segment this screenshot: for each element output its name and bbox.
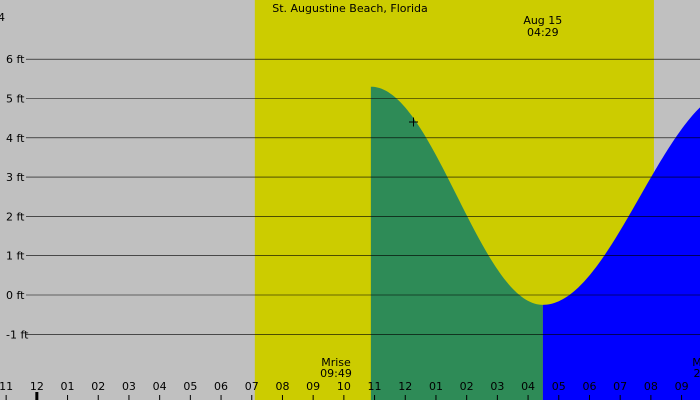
rising-tide-area	[542, 107, 700, 400]
x-tick-label: 09	[675, 380, 689, 393]
x-tick-label: 02	[460, 380, 474, 393]
gridlines	[26, 58, 700, 335]
y-tick-label: 0 ft	[6, 289, 25, 302]
moon-label: Mrise	[321, 356, 351, 369]
x-tick-label: 06	[214, 380, 228, 393]
x-tick-label: 04	[521, 380, 535, 393]
y-tick-label: -1 ft	[6, 328, 29, 341]
moon-label-time: 09:49	[320, 367, 352, 380]
top-label-date: Aug 15	[523, 14, 562, 27]
y-tick-label: 6 ft	[6, 53, 25, 66]
x-tick-label: 12	[398, 380, 412, 393]
x-tick-label: 09	[306, 380, 320, 393]
x-tick-label: 08	[275, 380, 289, 393]
tide-areas	[370, 86, 700, 400]
chart-title: St. Augustine Beach, Florida	[272, 2, 428, 15]
moon-label-time: 2	[694, 367, 700, 380]
x-tick-label: 05	[552, 380, 566, 393]
x-tick-label: 04	[153, 380, 167, 393]
y-tick-label: 1 ft	[6, 250, 25, 263]
top-label-time: 04:29	[527, 26, 559, 39]
x-tick-label: 11	[368, 380, 382, 393]
y-tick-label: 5 ft	[6, 93, 25, 106]
y-tick-label: 3 ft	[6, 171, 25, 184]
x-tick-label: 11	[0, 380, 13, 393]
x-axis-labels: 11 12 01 02 03 04 05 06 07 08 09 10 11 12 01 02 03 04 05 06…	[0, 380, 689, 400]
x-tick-label: 01	[429, 380, 443, 393]
x-tick-label: 03	[490, 380, 504, 393]
y-tick-label: 2 ft	[6, 210, 25, 223]
x-tick-label: 05	[183, 380, 197, 393]
crosshair-marker	[409, 117, 418, 127]
x-tick-label: 07	[245, 380, 259, 393]
x-tick-label: 03	[122, 380, 136, 393]
x-tick-label: 07	[613, 380, 627, 393]
x-tick-label: 06	[582, 380, 596, 393]
x-tick-label: 12	[30, 380, 44, 393]
clipped-left-label: 4	[0, 11, 5, 24]
falling-tide-area	[370, 86, 543, 400]
x-tick-label: 10	[337, 380, 351, 393]
x-tick-label: 02	[91, 380, 105, 393]
y-tick-label: 4 ft	[6, 132, 25, 145]
y-axis-labels: -1 ft 0 ft 1 ft 2 ft 3 ft 4 ft 5 ft 6 ft	[6, 53, 29, 341]
moon-label: M	[692, 356, 700, 369]
x-tick-label: 01	[61, 380, 75, 393]
x-tick-label: 08	[644, 380, 658, 393]
